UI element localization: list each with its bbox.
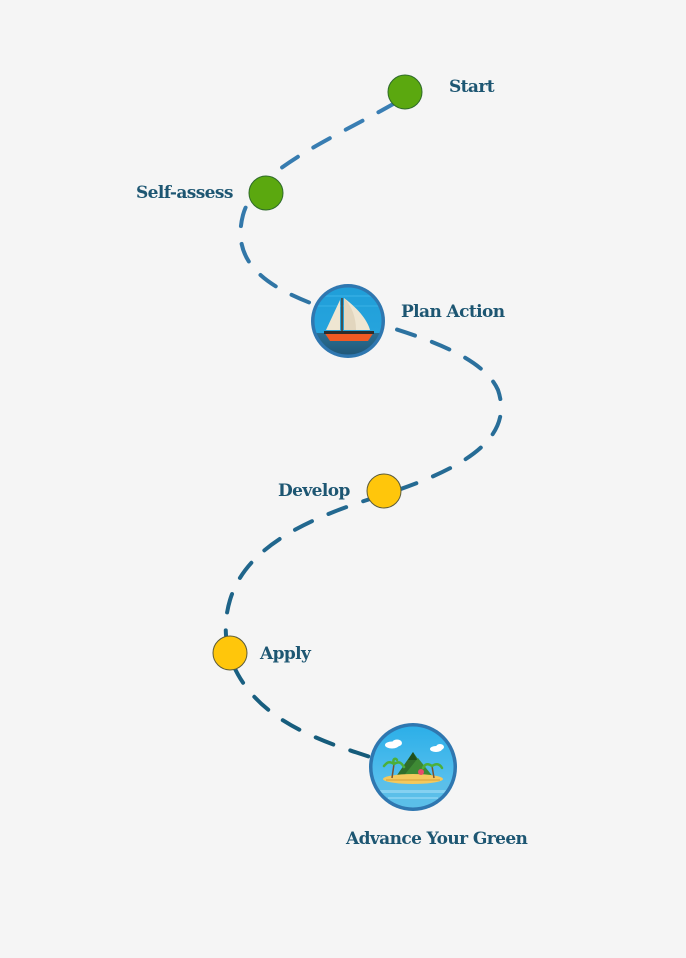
plan-action-node[interactable] — [310, 284, 386, 363]
step-label-plan-action: Plan Action — [401, 302, 505, 322]
step-label-advance-your-green: Advance Your Green — [346, 829, 528, 849]
journey-path — [223, 101, 504, 759]
apply-node[interactable] — [212, 635, 248, 671]
start-node[interactable] — [387, 74, 423, 110]
step-label-self-assess: Self-assess — [136, 183, 233, 203]
island-icon — [382, 739, 444, 784]
self-assess-node[interactable] — [248, 175, 284, 211]
sailboat-icon — [324, 298, 374, 341]
advance-your-green-node[interactable] — [369, 723, 457, 812]
step-label-start: Start — [449, 77, 495, 97]
step-label-apply: Apply — [260, 644, 311, 664]
step-label-develop: Develop — [278, 481, 350, 501]
develop-node[interactable] — [366, 473, 402, 509]
